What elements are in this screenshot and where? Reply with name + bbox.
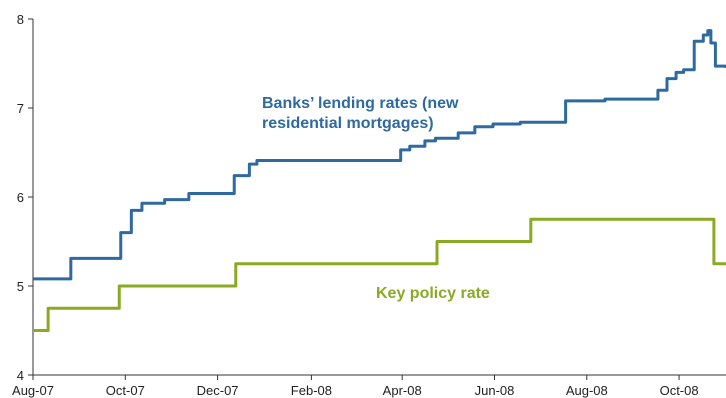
y-tick-label: 6 <box>17 190 24 205</box>
x-tick-label: Aug-07 <box>12 383 54 398</box>
annotation-lending-line-1: residential mortgages) <box>262 115 434 132</box>
series-line-policy <box>33 217 726 332</box>
chart-axes <box>32 19 726 376</box>
y-tick-label: 7 <box>17 101 24 116</box>
annotation-policy-line-0: Key policy rate <box>376 285 490 302</box>
annotation-lending-line-0: Banks’ lending rates (new <box>262 95 459 112</box>
x-tick-label: Jun-08 <box>475 383 515 398</box>
y-tick-label: 8 <box>17 12 24 27</box>
chart-series-lines <box>33 29 726 332</box>
series-line-lending <box>33 29 726 281</box>
x-tick-label: Dec-07 <box>197 383 239 398</box>
chart-annotations: Banks’ lending rates (new residential mor… <box>262 95 490 302</box>
y-tick-label: 5 <box>17 279 24 294</box>
x-tick-label: Apr-08 <box>383 383 422 398</box>
x-tick-label: Oct-08 <box>660 383 699 398</box>
chart-ticks: 4 5 6 7 8 Aug-07 Oct-07 Dec-07 Feb-08 Apr-08 Jun-0… <box>12 12 699 398</box>
x-tick-label: Oct-07 <box>106 383 145 398</box>
y-tick-label: 4 <box>17 368 24 383</box>
x-tick-label: Aug-08 <box>566 383 608 398</box>
x-tick-label: Feb-08 <box>291 383 332 398</box>
